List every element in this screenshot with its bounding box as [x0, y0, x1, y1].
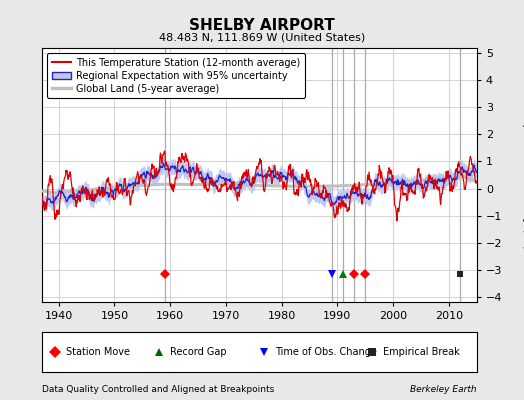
Text: SHELBY AIRPORT: SHELBY AIRPORT [189, 18, 335, 33]
Text: Berkeley Earth: Berkeley Earth [410, 385, 477, 394]
Text: Time of Obs. Change: Time of Obs. Change [275, 347, 376, 357]
Legend: This Temperature Station (12-month average), Regional Expectation with 95% uncer: This Temperature Station (12-month avera… [47, 53, 305, 98]
Y-axis label: Temperature Anomaly (°C): Temperature Anomaly (°C) [522, 101, 524, 249]
Text: 48.483 N, 111.869 W (United States): 48.483 N, 111.869 W (United States) [159, 32, 365, 42]
Text: Data Quality Controlled and Aligned at Breakpoints: Data Quality Controlled and Aligned at B… [42, 385, 274, 394]
Text: Station Move: Station Move [66, 347, 130, 357]
Text: Empirical Break: Empirical Break [384, 347, 460, 357]
Text: Record Gap: Record Gap [170, 347, 227, 357]
